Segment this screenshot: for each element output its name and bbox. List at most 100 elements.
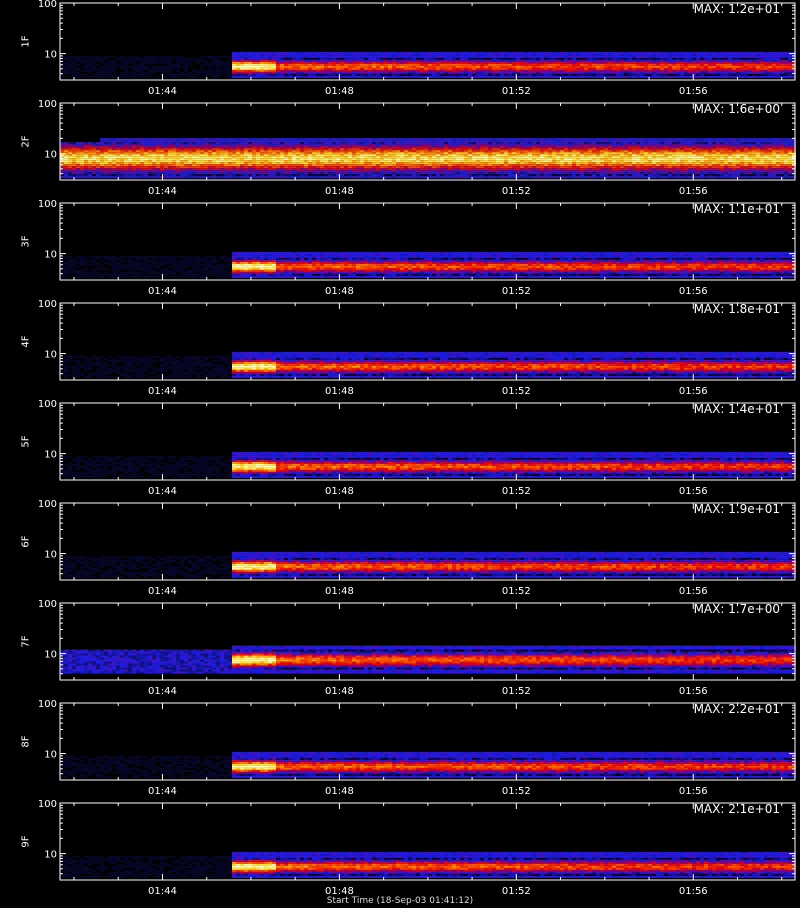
heatmap-cell [660, 52, 664, 54]
heatmap-cell [408, 144, 412, 146]
heatmap-cell [236, 164, 240, 166]
heatmap-cell [724, 64, 728, 66]
heatmap-cell [404, 152, 408, 154]
heatmap-cell [480, 170, 484, 172]
heatmap-cell [408, 174, 412, 176]
heatmap-cell [96, 58, 100, 60]
heatmap-cell [408, 68, 412, 70]
heatmap-cell [620, 54, 624, 56]
heatmap-cell [444, 52, 448, 54]
heatmap-cell [148, 68, 152, 70]
heatmap-cell [648, 74, 652, 76]
heatmap-cell [428, 140, 432, 142]
heatmap-cell [196, 138, 200, 140]
heatmap-cell [104, 64, 108, 66]
heatmap-cell [304, 172, 308, 174]
heatmap-cell [204, 64, 208, 66]
heatmap-cell [228, 76, 232, 78]
heatmap-cell [296, 168, 300, 170]
heatmap-cell [88, 70, 92, 72]
heatmap-cell [360, 172, 364, 174]
heatmap-cell [700, 60, 704, 62]
heatmap-cell [488, 140, 492, 142]
heatmap-cell [572, 52, 576, 54]
heatmap-cell [280, 142, 284, 144]
heatmap-cell [744, 52, 748, 54]
heatmap-cell [436, 74, 440, 76]
heatmap-cell [684, 66, 688, 68]
heatmap-cell [168, 74, 172, 76]
heatmap-cell [500, 64, 504, 66]
heatmap-cell [344, 74, 348, 76]
heatmap-cell [284, 166, 288, 168]
heatmap-cell [432, 140, 436, 142]
heatmap-cell [308, 58, 312, 60]
heatmap-cell [616, 66, 620, 68]
heatmap-cell [88, 158, 92, 160]
heatmap-cell [456, 62, 460, 64]
heatmap-cell [484, 152, 488, 154]
heatmap-cell [768, 56, 772, 58]
heatmap-cell [672, 62, 676, 64]
heatmap-cell [372, 176, 376, 178]
heatmap-cell [240, 56, 244, 58]
heatmap-cell [440, 144, 444, 146]
heatmap-cell [720, 60, 724, 62]
heatmap-cell [88, 166, 92, 168]
heatmap-cell [740, 58, 744, 60]
heatmap-cell [652, 72, 656, 74]
heatmap-cell [704, 68, 708, 70]
heatmap-cell [424, 164, 428, 166]
heatmap-cell [696, 72, 700, 74]
heatmap-cell [380, 60, 384, 62]
heatmap-cell [280, 64, 284, 66]
heatmap-cell [400, 164, 404, 166]
heatmap-cell [412, 70, 416, 72]
heatmap-cell [196, 166, 200, 168]
heatmap-cell [136, 144, 140, 146]
heatmap-cell [112, 166, 116, 168]
heatmap-cell [296, 162, 300, 164]
heatmap-cell [620, 74, 624, 76]
heatmap-cell [724, 54, 728, 56]
heatmap-cell [124, 148, 128, 150]
heatmap-cell [528, 58, 532, 60]
heatmap-cell [664, 66, 668, 68]
heatmap-cell [416, 156, 420, 158]
heatmap-cell [596, 168, 600, 170]
heatmap-cell [536, 152, 540, 154]
heatmap-cell [276, 60, 280, 62]
heatmap-cell [592, 148, 596, 150]
heatmap-cell [80, 176, 84, 178]
heatmap-cell [720, 72, 724, 74]
heatmap-cell [408, 74, 412, 76]
heatmap-cell [240, 162, 244, 164]
heatmap-cell [692, 56, 696, 58]
heatmap-cell [568, 156, 572, 158]
heatmap-cell [448, 170, 452, 172]
heatmap-cell [524, 52, 528, 54]
heatmap-cell [404, 170, 408, 172]
heatmap-cell [452, 174, 456, 176]
heatmap-cell [788, 60, 792, 62]
heatmap-cell [584, 146, 588, 148]
heatmap-cell [484, 62, 488, 64]
heatmap-cell [204, 144, 208, 146]
heatmap-cell [772, 72, 776, 74]
heatmap-cell [196, 154, 200, 156]
heatmap-cell [464, 154, 468, 156]
heatmap-cell [104, 154, 108, 156]
heatmap-cell [664, 72, 668, 74]
heatmap-cell [652, 60, 656, 62]
heatmap-cell [256, 64, 260, 66]
heatmap-cell [164, 142, 168, 144]
heatmap-cell [100, 56, 104, 58]
heatmap-cell [412, 154, 416, 156]
heatmap-cell [336, 172, 340, 174]
heatmap-cell [372, 174, 376, 176]
heatmap-cell [104, 138, 108, 140]
heatmap-cell [640, 72, 644, 74]
heatmap-cell [224, 156, 228, 158]
heatmap-cell [436, 58, 440, 60]
heatmap-cell [132, 174, 136, 176]
